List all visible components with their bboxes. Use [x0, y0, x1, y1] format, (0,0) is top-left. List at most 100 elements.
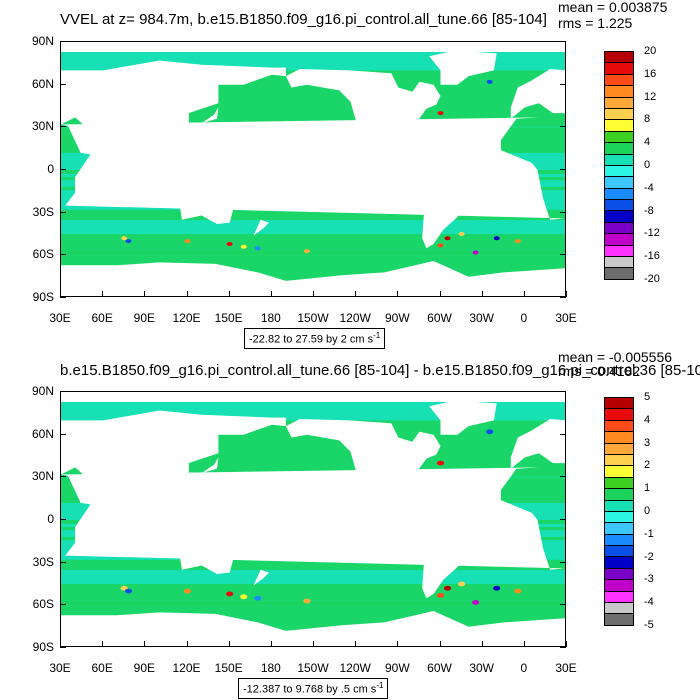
lon-tick-mark [523, 641, 525, 647]
lon-tick-label: 30W [469, 311, 494, 325]
lat-tick-mark [560, 433, 566, 435]
lat-tick-label: 30N [31, 469, 54, 484]
lat-tick-mark [60, 433, 66, 435]
lat-tick-mark [60, 297, 66, 298]
lat-tick-label: 60S [32, 247, 54, 262]
map-panel-top: VVEL at z= 984.7m, b.e15.B1850.f09_g16.p… [31, 0, 668, 349]
eurasia-land [61, 410, 286, 519]
lon-tick-label: 0 [520, 311, 528, 325]
lon-tick-mark [481, 291, 483, 297]
eddy-mark [184, 239, 191, 244]
rms-stat: rms = 1.225 [558, 15, 633, 31]
lon-tick-mark [313, 641, 314, 647]
lon-tick-label: 30E [49, 311, 71, 325]
lat-tick-mark [560, 297, 566, 298]
lat-tick-label: 90N [31, 384, 54, 398]
map-panel-bottom: b.e15.B1850.f09_g16.pi_control.all_tune.… [0, 350, 700, 700]
lon-tick-label: 150E [214, 311, 243, 325]
eddy-mark [303, 249, 310, 254]
lat-tick-mark [560, 476, 566, 478]
eddy-mark [124, 588, 133, 594]
lon-tick-mark [355, 291, 357, 297]
eddy-mark [443, 585, 452, 591]
colorbar-label: 4 [644, 136, 651, 149]
australia-land [179, 185, 234, 224]
colorbar-label: -1 [644, 527, 654, 540]
madagascar-land [80, 537, 90, 556]
map-title: b.e15.B1850.f09_g16.pi_control.all_tune.… [60, 362, 700, 379]
lat-tick-mark [560, 169, 566, 170]
map-plot [60, 41, 566, 297]
eddy-mark [472, 250, 479, 255]
mean-stat: mean = 0.003875 [558, 0, 668, 15]
lon-tick-label: 180 [260, 311, 281, 325]
lon-tick-label: 60W [427, 311, 452, 325]
lon-tick-label: 90W [384, 311, 410, 325]
lat-tick-label: 60S [32, 597, 54, 612]
lat-tick-mark [560, 126, 566, 128]
lat-tick-mark [60, 519, 66, 520]
lat-tick-mark [560, 254, 566, 256]
lon-tick-mark [566, 641, 567, 647]
south-america-land [411, 155, 476, 249]
uk-land [516, 437, 528, 449]
lat-tick-label: 30S [32, 554, 54, 569]
lat-tick-mark [560, 83, 566, 85]
lat-tick-mark [60, 126, 66, 128]
lon-tick-label: 150E [214, 661, 243, 675]
lon-tick-label: 60E [91, 311, 113, 325]
map-title: VVEL at z= 984.7m, b.e15.B1850.f09_g16.p… [60, 11, 547, 28]
colorbar-label: 5 [644, 391, 651, 403]
lon-tick-mark [228, 641, 230, 647]
lon-tick-label: 180 [260, 661, 281, 675]
velocity-band [61, 559, 565, 571]
lon-tick-mark [523, 291, 525, 297]
lat-tick-mark [60, 169, 66, 170]
greenland-land [429, 400, 497, 435]
lat-tick-mark [60, 83, 66, 85]
lat-tick-mark [60, 211, 66, 213]
lat-tick-mark [60, 647, 66, 648]
lon-tick-label: 90W [384, 661, 410, 675]
colorbar-swatch [604, 267, 634, 280]
lon-tick-label: 30W [469, 661, 494, 675]
lat-tick-label: 0 [47, 512, 54, 526]
eddy-mark [486, 79, 493, 84]
australia-land [179, 535, 234, 574]
lon-tick-label: 60W [427, 661, 452, 675]
lat-tick-mark [60, 41, 66, 42]
lat-tick-mark [560, 647, 566, 648]
lat-tick-label: 0 [47, 162, 54, 176]
colorbar-label: 0 [644, 159, 651, 171]
colorbar-label: 2 [644, 459, 651, 472]
lon-tick-label: 120W [339, 311, 371, 325]
lat-tick-label: 60N [31, 76, 54, 91]
lon-tick-label: 0 [520, 661, 528, 675]
colorbar-label: -2 [644, 550, 654, 563]
eddy-mark [457, 581, 466, 587]
eddy-mark [493, 236, 500, 241]
eddy-mark [437, 111, 444, 116]
lon-tick-mark [397, 291, 399, 297]
colorbar [604, 51, 634, 280]
eddy-mark [125, 239, 132, 244]
eddy-mark [444, 236, 451, 241]
lat-tick-mark [60, 561, 66, 563]
lon-tick-label: 150W [297, 311, 329, 325]
colorbar-label: -16 [644, 250, 660, 263]
velocity-band [61, 584, 565, 604]
south-america-land [411, 505, 476, 599]
new-zealand-land [253, 219, 269, 236]
lon-tick-mark [60, 641, 61, 647]
colorbar [604, 397, 634, 626]
lat-tick-mark [60, 254, 66, 256]
lon-tick-label: 30E [555, 661, 577, 675]
lon-tick-mark [439, 291, 441, 297]
eddy-mark [493, 585, 501, 591]
eddy-mark [226, 241, 233, 246]
lon-tick-label: 30E [49, 661, 71, 675]
eddy-mark [303, 598, 311, 604]
velocity-band [61, 234, 565, 254]
indonesia-land [152, 512, 230, 535]
arctic-land [61, 42, 565, 52]
